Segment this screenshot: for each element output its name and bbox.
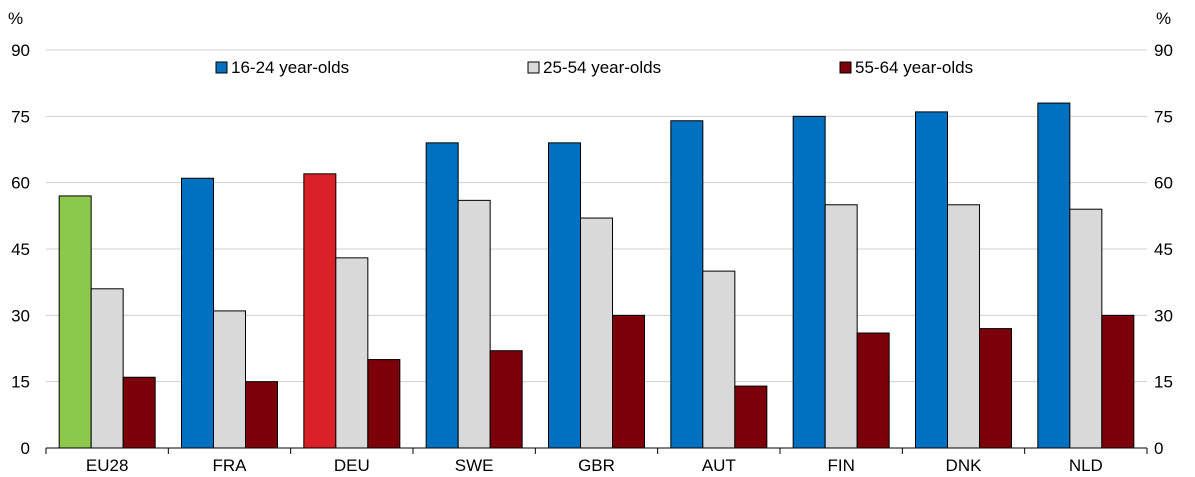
- x-tick-label: SWE: [455, 456, 494, 475]
- bar-nld-series-3: [1101, 314, 1135, 449]
- bar-gbr-series-1: [548, 142, 581, 449]
- y-tick-label-right: 75: [1154, 107, 1173, 126]
- x-tick-label: DEU: [334, 456, 370, 475]
- y-tick-label-right: 45: [1154, 240, 1173, 259]
- legend-label-1: 16-24 year-olds: [231, 58, 349, 77]
- bar-eu28-series-1: [58, 195, 92, 449]
- x-tick-label: NLD: [1069, 456, 1103, 475]
- bar-eu28-series-3: [122, 376, 156, 449]
- y-tick-label-left: 60: [11, 174, 30, 193]
- bar-swe-series-1: [425, 142, 459, 449]
- x-tick-label: FIN: [827, 456, 854, 475]
- y-tick-label-right: 30: [1154, 306, 1173, 325]
- x-tick-label: FRA: [213, 456, 248, 475]
- y-tick-label-left: 0: [21, 439, 30, 458]
- bar-aut-series-1: [670, 120, 704, 449]
- bar-fra-series-3: [245, 381, 278, 449]
- bar-deu-series-3: [367, 359, 401, 449]
- bar-aut-series-3: [734, 385, 768, 449]
- bar-nld-series-1: [1037, 102, 1071, 449]
- bar-fra-series-1: [181, 177, 214, 449]
- legend-swatch-3: [839, 61, 852, 74]
- x-tick-label: GBR: [578, 456, 615, 475]
- y-tick-label-left: 75: [11, 107, 30, 126]
- legend-swatch-1: [215, 61, 228, 74]
- bar-fin-series-2: [824, 204, 858, 449]
- y-tick-label-right: 0: [1154, 439, 1163, 458]
- y-axis-right: 0 15 30 45 60 75 90: [1154, 41, 1173, 458]
- x-tick-label: DNK: [946, 456, 983, 475]
- bar-swe-series-2: [457, 199, 491, 449]
- bar-gbr-series-2: [580, 217, 613, 449]
- legend-label-3: 55-64 year-olds: [855, 58, 973, 77]
- y-axis-unit-left: %: [8, 9, 23, 28]
- x-tick-label: EU28: [86, 456, 129, 475]
- bars: [58, 102, 1135, 449]
- y-tick-label-left: 15: [11, 373, 30, 392]
- x-axis: EU28 FRA DEU SWE GBR AUT FIN DNK NLD: [45, 447, 1148, 475]
- y-tick-label-left: 30: [11, 306, 30, 325]
- legend: 16-24 year-olds 25-54 year-olds 55-64 year…: [215, 58, 973, 77]
- y-tick-label-right: 15: [1154, 373, 1173, 392]
- bar-gbr-series-3: [612, 314, 645, 449]
- y-tick-label-right: 90: [1154, 41, 1173, 60]
- bar-deu-series-2: [335, 257, 369, 449]
- bar-deu-series-1: [303, 173, 337, 449]
- bar-fin-series-1: [792, 115, 826, 449]
- y-axis-left: 0 15 30 45 60 75 90: [11, 41, 30, 458]
- bar-nld-series-2: [1069, 208, 1103, 449]
- x-tick-label: AUT: [702, 456, 736, 475]
- legend-label-2: 25-54 year-olds: [543, 58, 661, 77]
- bar-fin-series-3: [856, 332, 890, 449]
- y-tick-label-left: 90: [11, 41, 30, 60]
- bar-eu28-series-2: [90, 288, 124, 449]
- legend-swatch-2: [527, 61, 540, 74]
- bar-fra-series-2: [213, 310, 246, 449]
- bar-swe-series-3: [489, 350, 523, 449]
- bar-dnk-series-1: [915, 111, 948, 449]
- bar-aut-series-2: [702, 270, 736, 449]
- y-axis-unit-right: %: [1156, 9, 1171, 28]
- y-tick-label-left: 45: [11, 240, 30, 259]
- y-tick-label-right: 60: [1154, 174, 1173, 193]
- bar-dnk-series-3: [979, 328, 1012, 449]
- bar-dnk-series-2: [947, 204, 980, 449]
